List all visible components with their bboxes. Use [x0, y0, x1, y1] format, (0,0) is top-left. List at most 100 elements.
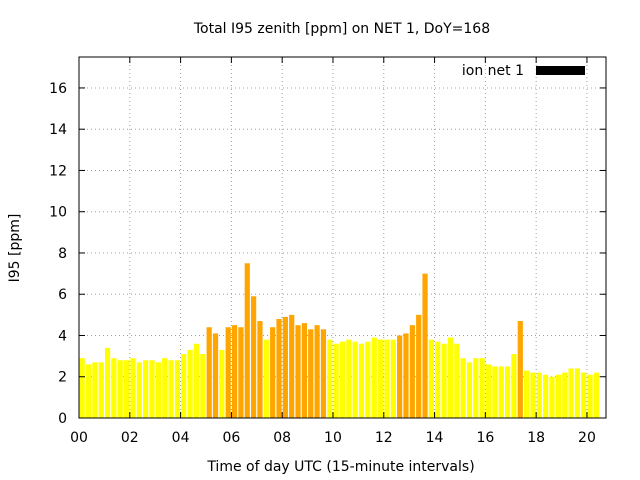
bar: [301, 323, 308, 418]
bar: [352, 341, 358, 418]
bar: [270, 327, 276, 418]
bar: [593, 372, 600, 418]
chart-title: Total I95 zenith [ppm] on NET 1, DoY=168: [193, 21, 490, 37]
bar: [428, 339, 434, 418]
bar: [149, 360, 155, 418]
bar: [308, 329, 314, 418]
bar: [587, 374, 593, 418]
bar: [555, 374, 561, 418]
bar: [454, 343, 460, 418]
bar: [212, 333, 219, 418]
legend: ion net 1: [462, 63, 585, 79]
bars: [79, 263, 600, 418]
bar: [276, 318, 282, 418]
y-tick-label: 16: [49, 81, 67, 97]
bar: [581, 372, 587, 418]
bar: [174, 360, 181, 418]
bar: [568, 368, 574, 418]
bar: [168, 360, 174, 418]
y-tick-label: 8: [58, 246, 67, 262]
y-tick-label: 4: [58, 328, 67, 344]
bar: [409, 325, 415, 418]
bar: [289, 314, 295, 418]
bar: [504, 366, 511, 418]
bar: [416, 314, 422, 418]
bar: [244, 263, 250, 418]
bar: [346, 339, 352, 418]
x-tick-label: 16: [476, 430, 494, 446]
y-tick-label: 10: [49, 205, 67, 221]
bar: [447, 337, 454, 418]
bar: [485, 364, 492, 418]
bar: [397, 335, 403, 418]
bar: [422, 273, 428, 418]
bar: [403, 333, 409, 418]
bar: [219, 349, 225, 418]
bar: [511, 354, 517, 418]
bar: [492, 366, 498, 418]
bar: [441, 343, 447, 418]
bar: [466, 362, 473, 418]
y-tick-label: 2: [58, 370, 67, 386]
bar: [225, 327, 231, 418]
bar: [549, 376, 555, 418]
bar: [251, 296, 257, 418]
x-tick-label: 00: [70, 430, 88, 446]
bar: [257, 321, 263, 418]
bar: [384, 339, 390, 418]
bar: [92, 362, 98, 418]
bar: [187, 349, 193, 418]
bar: [530, 372, 536, 418]
bar: [390, 339, 396, 418]
bar: [104, 347, 111, 418]
bar: [543, 374, 549, 418]
bar: [124, 360, 130, 418]
bar: [238, 327, 244, 418]
bar: [98, 362, 104, 418]
y-tick-label: 6: [58, 287, 67, 303]
bar: [536, 372, 542, 418]
bar: [473, 358, 479, 418]
bar: [136, 362, 142, 418]
bar: [435, 341, 441, 418]
bar: [263, 339, 269, 418]
bar: [130, 358, 136, 418]
plot-frame: [78, 56, 607, 419]
x-tick-label: 12: [375, 430, 393, 446]
x-axis-label: Time of day UTC (15-minute intervals): [206, 459, 474, 475]
y-tick-label: 0: [58, 411, 67, 427]
bar: [524, 370, 530, 418]
x-tick-label: 04: [172, 430, 190, 446]
legend-swatch: [536, 66, 585, 75]
bar: [562, 372, 568, 418]
bar: [155, 362, 161, 418]
bar: [333, 343, 339, 418]
bar: [206, 327, 212, 418]
bar: [117, 360, 123, 418]
bar: [479, 358, 485, 418]
bar: [498, 366, 504, 418]
bar: [460, 358, 466, 418]
bar: [327, 339, 333, 418]
legend-label: ion net 1: [462, 63, 524, 79]
bar: [365, 341, 371, 418]
bar: [295, 325, 301, 418]
bar: [358, 343, 365, 418]
bar: [79, 358, 85, 418]
bar: [111, 358, 117, 418]
bar: [181, 354, 187, 418]
bar: [371, 337, 377, 418]
bar: [162, 358, 168, 418]
bar: [314, 325, 320, 418]
bar: [574, 368, 581, 418]
bar: [231, 325, 238, 418]
bar: [193, 343, 200, 418]
grid-lines: [79, 57, 606, 418]
x-tick-label: 20: [578, 430, 596, 446]
x-tick-label: 10: [324, 430, 342, 446]
bar: [282, 316, 288, 418]
bar: [85, 364, 92, 418]
x-tick-label: 02: [121, 430, 139, 446]
x-tick-label: 14: [426, 430, 444, 446]
